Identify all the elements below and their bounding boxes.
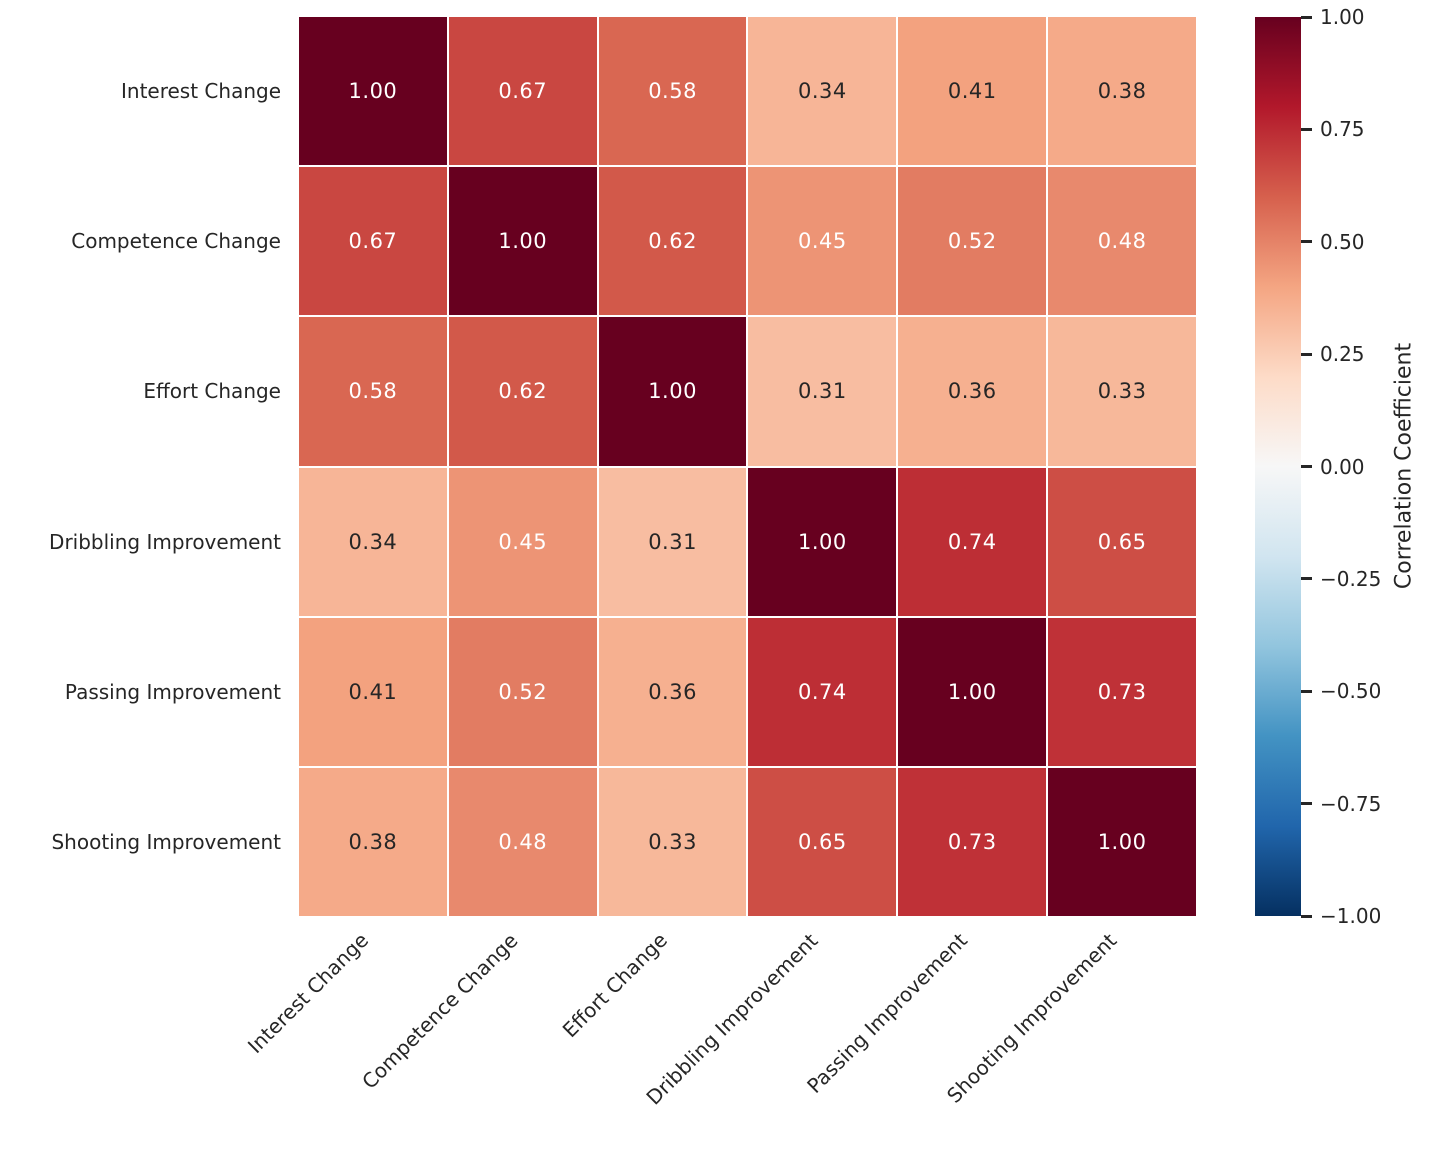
colorbar-tick-label: −0.75 xyxy=(1320,791,1382,816)
colorbar-tick-label: 0.00 xyxy=(1320,454,1365,479)
heatmap-cell: 0.45 xyxy=(748,167,897,316)
heatmap-cell: 0.41 xyxy=(299,617,447,766)
heatmap-cell: 0.62 xyxy=(448,317,597,466)
x-tick-label: Shooting Improvement xyxy=(942,928,1122,1108)
colorbar-tick-mark xyxy=(1301,15,1312,19)
heatmap-cell: 0.73 xyxy=(1048,617,1196,766)
heatmap-cell: 0.33 xyxy=(1048,317,1196,466)
x-tick-label: Effort Change xyxy=(557,928,673,1043)
colorbar-tick-mark xyxy=(1301,352,1312,356)
y-tick-label: Effort Change xyxy=(143,379,281,404)
heatmap-cell: 1.00 xyxy=(598,317,747,466)
heatmap-cell: 0.52 xyxy=(898,167,1047,316)
heatmap-cell: 0.73 xyxy=(898,767,1047,916)
heatmap-cell: 0.58 xyxy=(598,17,747,166)
heatmap-cell: 0.36 xyxy=(598,617,747,766)
x-tick-label: Interest Change xyxy=(242,927,373,1059)
heatmap-cell: 0.48 xyxy=(1048,167,1196,316)
y-tick-label: Shooting Improvement xyxy=(51,829,281,854)
heatmap-cell: 1.00 xyxy=(898,617,1047,766)
y-tick-label: Interest Change xyxy=(121,79,281,104)
y-tick-label: Competence Change xyxy=(71,229,281,254)
colorbar-tick-label: 1.00 xyxy=(1320,5,1365,29)
heatmap-cell: 1.00 xyxy=(448,167,597,316)
heatmap-cell: 0.74 xyxy=(898,467,1047,616)
heatmap-grid: 1.00 0.67 0.58 0.34 0.41 0.38 0.67 1.00 0.62 0.45… xyxy=(299,17,1196,916)
heatmap-cell: 0.33 xyxy=(598,767,747,916)
heatmap-cell: 0.36 xyxy=(898,317,1047,466)
heatmap-cell: 0.62 xyxy=(598,167,747,316)
heatmap-cell: 1.00 xyxy=(748,467,897,616)
colorbar-tick-mark xyxy=(1301,689,1312,693)
colorbar-gradient xyxy=(1255,17,1301,916)
heatmap-cell: 0.65 xyxy=(748,767,897,916)
y-tick-label: Passing Improvement xyxy=(64,679,281,704)
heatmap-cell: 0.38 xyxy=(1048,17,1196,166)
colorbar-tick-mark xyxy=(1301,240,1312,244)
heatmap-cell: 0.34 xyxy=(748,17,897,166)
heatmap-cell: 0.48 xyxy=(448,767,597,916)
heatmap-cell: 0.67 xyxy=(448,17,597,166)
heatmap-cell: 0.65 xyxy=(1048,467,1196,616)
colorbar-tick-label: 0.50 xyxy=(1320,229,1365,254)
colorbar-tick-mark xyxy=(1301,577,1312,581)
heatmap-cell: 0.52 xyxy=(448,617,597,766)
colorbar-tick-mark xyxy=(1301,802,1312,806)
heatmap-cell: 0.38 xyxy=(299,767,447,916)
x-tick-label: Competence Change xyxy=(357,928,523,1094)
heatmap-cell: 1.00 xyxy=(1048,767,1196,916)
heatmap-cell: 1.00 xyxy=(299,17,447,166)
y-tick-label: Dribbling Improvement xyxy=(49,529,281,554)
heatmap-cell: 0.31 xyxy=(598,467,747,616)
colorbar-tick-mark xyxy=(1301,914,1312,918)
colorbar-tick-label: 0.75 xyxy=(1320,117,1365,142)
colorbar-tick-label: 0.25 xyxy=(1320,342,1365,367)
heatmap-cell: 0.67 xyxy=(299,167,447,316)
x-tick-label: Dribbling Improvement xyxy=(641,928,823,1110)
heatmap-cell: 0.41 xyxy=(898,17,1047,166)
heatmap-cell: 0.74 xyxy=(748,617,897,766)
colorbar-tick-mark xyxy=(1301,127,1312,131)
colorbar-tick-mark xyxy=(1301,465,1312,468)
heatmap-cell: 0.58 xyxy=(299,317,447,466)
colorbar-tick-label: −0.25 xyxy=(1320,566,1382,591)
heatmap-cell: 0.34 xyxy=(299,467,447,616)
colorbar-tick-label: −1.00 xyxy=(1320,904,1382,928)
heatmap-cell: 0.45 xyxy=(448,467,597,616)
colorbar-label: Correlation Coefficient xyxy=(1391,342,1417,590)
colorbar-tick-label: −0.50 xyxy=(1320,679,1382,704)
x-tick-label: Passing Improvement xyxy=(802,927,973,1098)
heatmap-cell: 0.31 xyxy=(748,317,897,466)
